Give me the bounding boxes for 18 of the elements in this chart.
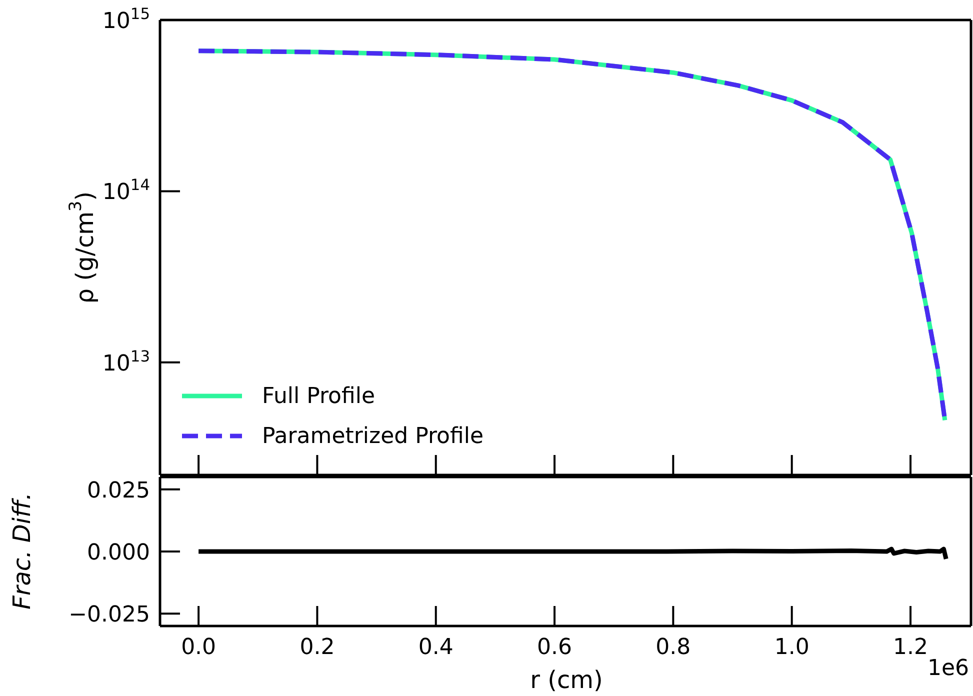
y-tick-label: 0.000 [87,540,150,566]
y-axis-title: Frac. Diff. [8,492,36,610]
x-tick-label: 0.6 [537,635,572,660]
x-tick-label: 0.8 [656,635,691,660]
legend-label: Parametrized Profile [262,424,484,448]
y-tick-label: −0.025 [68,602,150,628]
x-tick-label: 1.0 [774,635,810,660]
x-axis-title: r (cm) [530,666,603,694]
x-tick-label: 0.0 [181,635,216,660]
x-tick-label: 0.2 [300,635,335,660]
legend-label: Full Profile [262,384,376,408]
x-tick-label: 1.2 [892,635,928,660]
y-tick-label: 10$^{15}$ [102,5,150,34]
text: 1e6 [927,656,969,681]
y-tick-label: 10$^{13}$ [102,347,150,376]
y-tick-label: 10$^{14}$ [102,176,150,206]
x-tick-label: 0.4 [418,635,454,660]
y-tick-label: 0.025 [87,478,150,504]
